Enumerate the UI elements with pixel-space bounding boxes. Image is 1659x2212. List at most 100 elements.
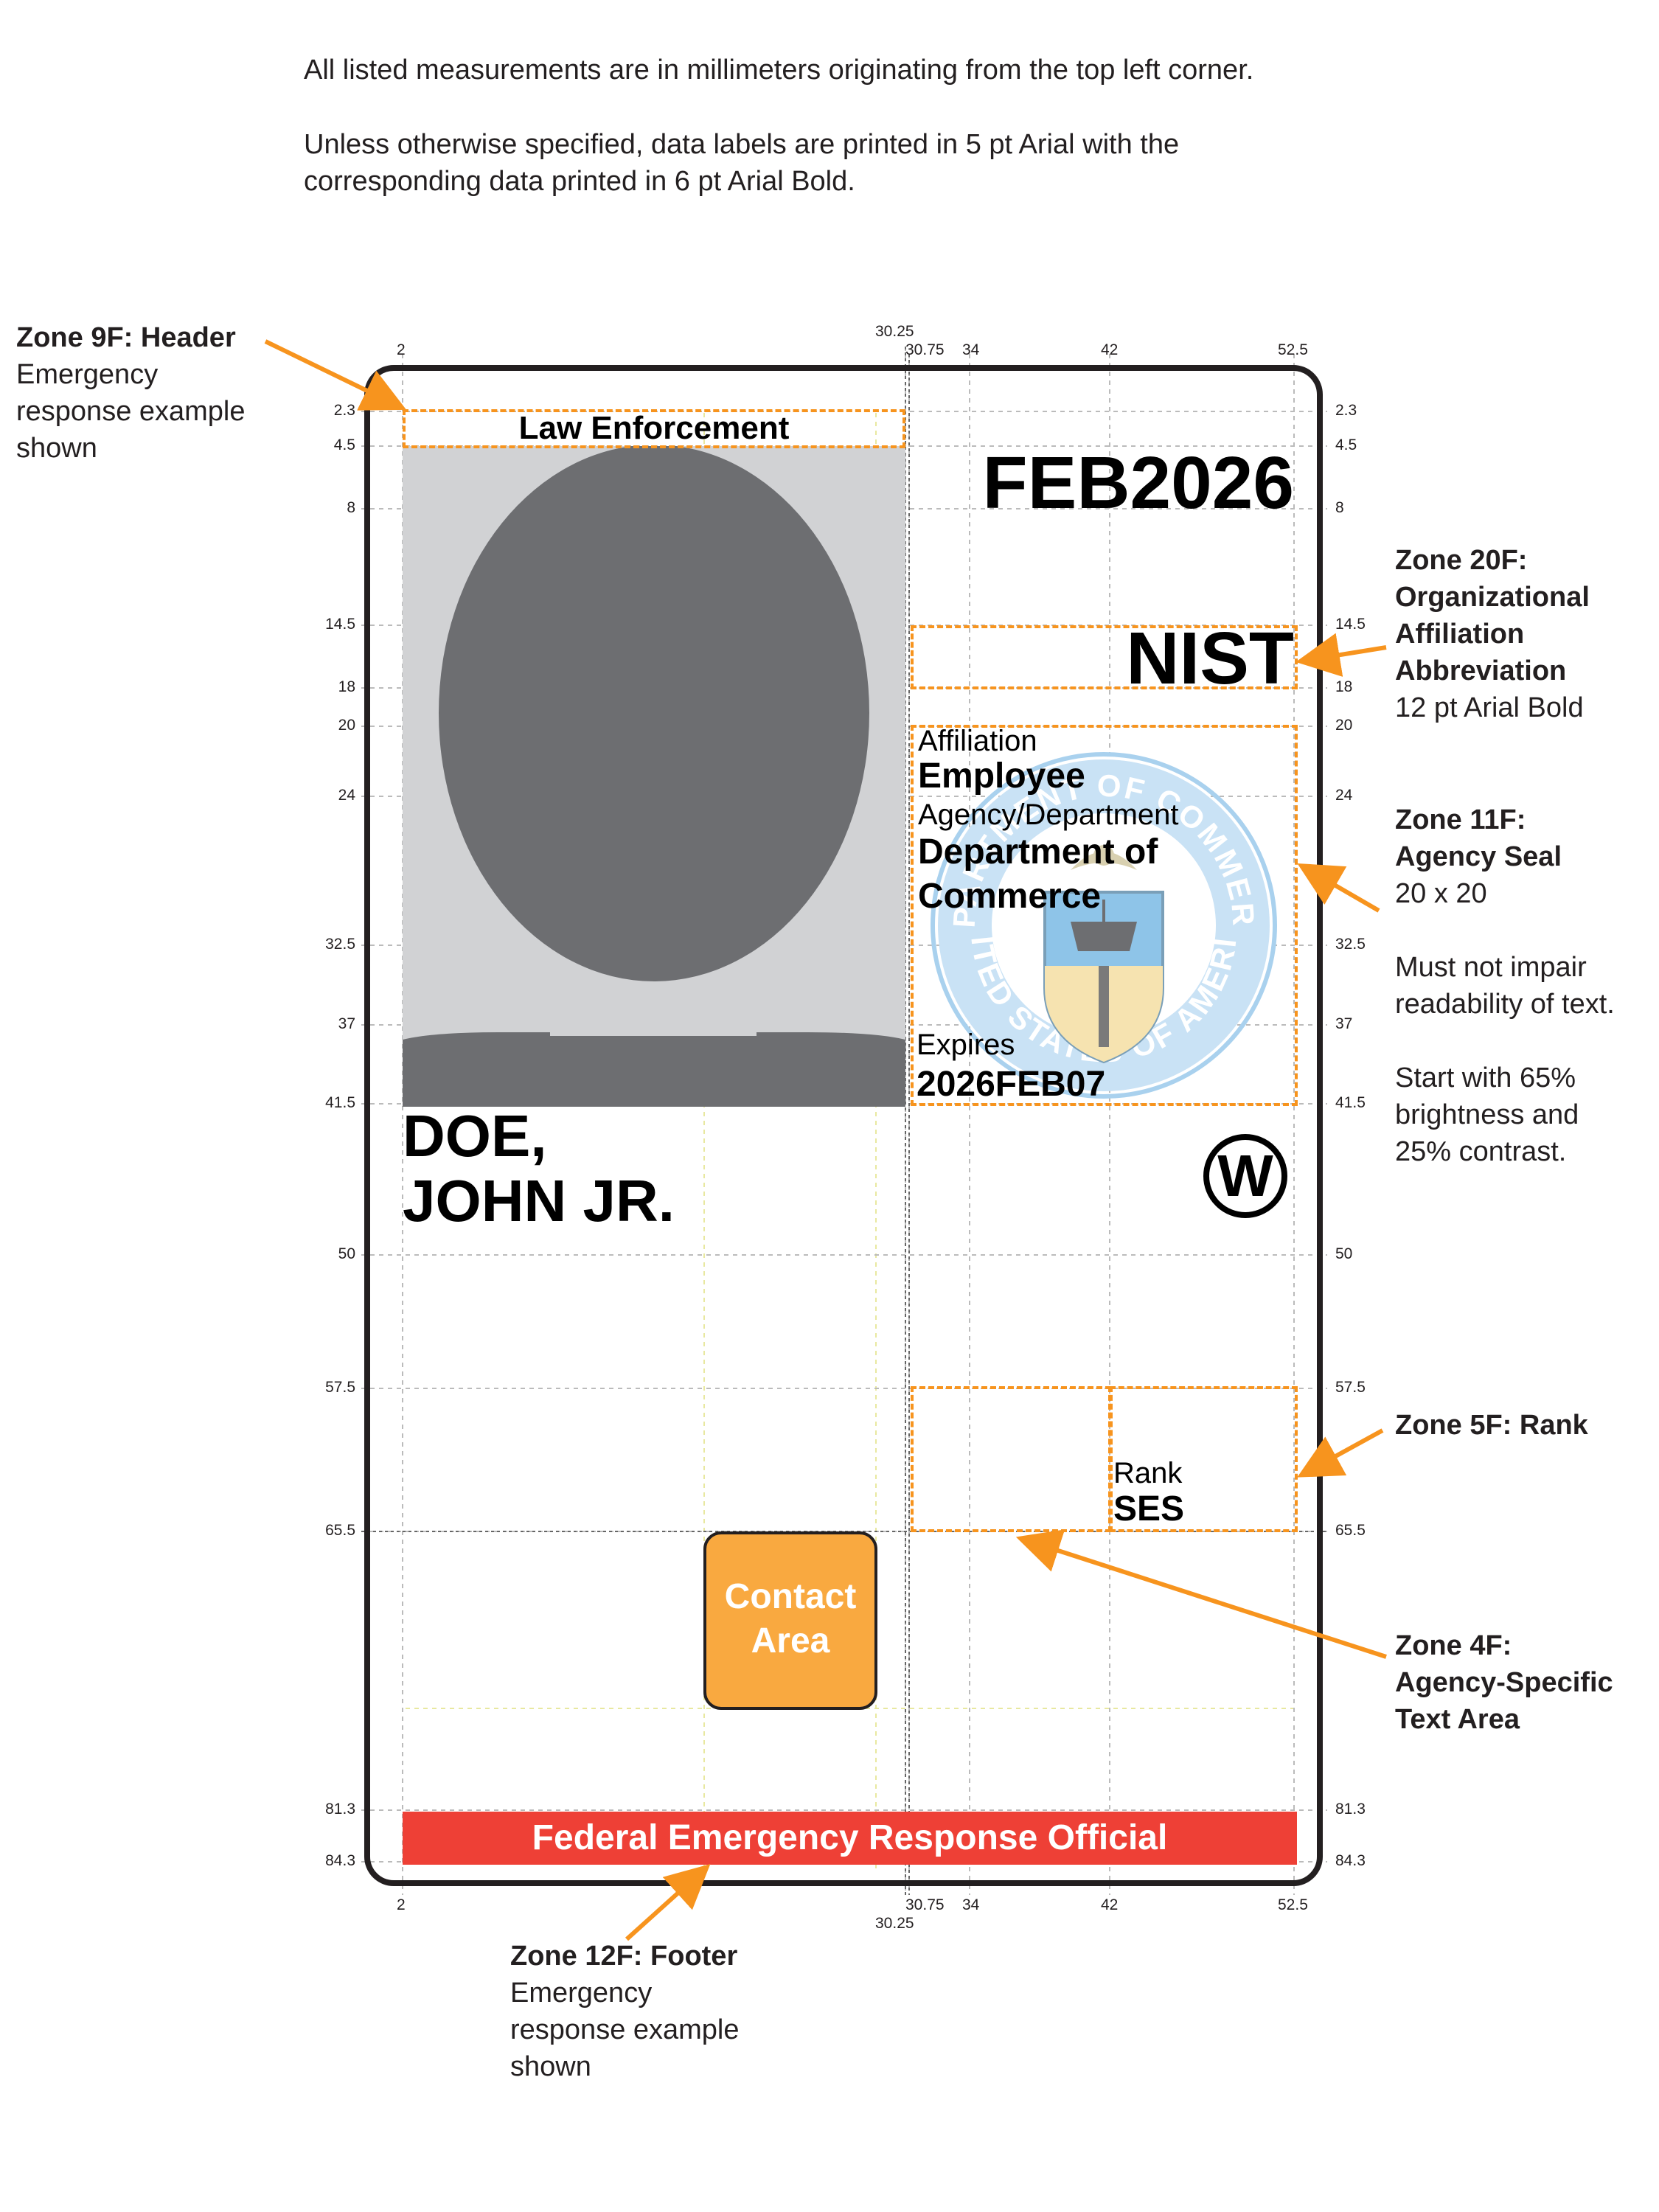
tick-top-30-25: 30.25 bbox=[875, 323, 914, 340]
expires-label: Expires bbox=[917, 1029, 1015, 1061]
annotation-zone-4f-title-3: Text Area bbox=[1395, 1704, 1520, 1735]
tick-left-8: 8 bbox=[347, 499, 355, 516]
zone-5f-box bbox=[1110, 1386, 1298, 1532]
tick-bottom-30-75: 30.75 bbox=[905, 1896, 945, 1913]
annotation-zone-11f-line-6: 25% contrast. bbox=[1395, 1136, 1567, 1167]
agency-label: Agency/Department bbox=[918, 799, 1179, 831]
annotation-zone-12f-title: Zone 12F: Footer bbox=[510, 1941, 738, 1972]
tick-right-4-5: 4.5 bbox=[1335, 437, 1357, 453]
annotation-zone-12f-line-2: response example bbox=[510, 2014, 740, 2045]
name-line-1: DOE, bbox=[403, 1103, 547, 1169]
tick-left-37: 37 bbox=[338, 1015, 355, 1032]
tick-left-2-3: 2.3 bbox=[333, 402, 355, 419]
org-abbreviation: NIST bbox=[1126, 617, 1294, 700]
annotation-zone-11f-line-1: 20 x 20 bbox=[1395, 878, 1487, 909]
annotation-zone-20f-line-1: 12 pt Arial Bold bbox=[1395, 692, 1584, 723]
agency-value-line-2: Commerce bbox=[918, 877, 1102, 916]
annotation-zone-20f: Zone 20F: Organizational Affiliation Abb… bbox=[1395, 542, 1590, 726]
annotation-zone-20f-title-1: Zone 20F: bbox=[1395, 545, 1528, 576]
expires-value: 2026FEB07 bbox=[917, 1065, 1106, 1104]
tick-left-41-5: 41.5 bbox=[325, 1094, 355, 1111]
tick-right-84-3: 84.3 bbox=[1335, 1852, 1366, 1869]
tick-left-84-3: 84.3 bbox=[325, 1852, 355, 1869]
contact-area-line-1: Contact bbox=[724, 1577, 857, 1616]
annotation-zone-4f-title-2: Agency-Specific bbox=[1395, 1667, 1613, 1698]
annotation-zone-11f-title-1: Zone 11F: bbox=[1395, 804, 1526, 835]
affiliation-value: Employee bbox=[918, 757, 1085, 796]
annotation-zone-5f-title: Zone 5F: Rank bbox=[1395, 1410, 1588, 1441]
tick-top-2: 2 bbox=[397, 341, 406, 358]
tick-right-14-5: 14.5 bbox=[1335, 616, 1366, 633]
id-card-outline bbox=[364, 365, 1323, 1886]
annotation-zone-11f-line-4: Start with 65% bbox=[1395, 1062, 1576, 1093]
zone-9f-header-box bbox=[403, 409, 905, 448]
tick-bottom-42: 42 bbox=[1101, 1896, 1119, 1913]
contact-area: Contact Area bbox=[703, 1531, 877, 1710]
annotation-zone-11f-line-5: brightness and bbox=[1395, 1099, 1579, 1130]
tick-left-32-5: 32.5 bbox=[325, 936, 355, 953]
tick-right-50: 50 bbox=[1335, 1245, 1353, 1262]
agency-value-line-1: Department of bbox=[918, 832, 1158, 872]
annotation-zone-11f-title-2: Agency Seal bbox=[1395, 841, 1562, 872]
intro-line-2: Unless otherwise specified, data labels … bbox=[304, 129, 1180, 160]
expiry-header: FEB2026 bbox=[982, 442, 1294, 524]
annotation-zone-12f-line-1: Emergency bbox=[510, 1978, 653, 2008]
annotation-zone-20f-title-3: Affiliation bbox=[1395, 619, 1525, 650]
annotation-zone-11f: Zone 11F: Agency Seal 20 x 20 Must not i… bbox=[1395, 801, 1615, 1170]
tick-right-24: 24 bbox=[1335, 787, 1353, 804]
annotation-zone-20f-title-2: Organizational bbox=[1395, 582, 1590, 613]
tick-right-2-3: 2.3 bbox=[1335, 402, 1357, 419]
tick-bottom-2: 2 bbox=[397, 1896, 406, 1913]
name-line-2: JOHN JR. bbox=[403, 1168, 675, 1234]
tick-bottom-34: 34 bbox=[962, 1896, 980, 1913]
tick-left-4-5: 4.5 bbox=[333, 437, 355, 453]
annotation-zone-12f-line-3: shown bbox=[510, 2051, 591, 2082]
tick-right-65-5: 65.5 bbox=[1335, 1522, 1366, 1539]
intro-line-1: All listed measurements are in millimete… bbox=[304, 55, 1254, 86]
tick-right-32-5: 32.5 bbox=[1335, 936, 1366, 953]
annotation-zone-9f-line-2: response example bbox=[16, 396, 246, 427]
tick-left-18: 18 bbox=[338, 678, 355, 695]
tick-right-37: 37 bbox=[1335, 1015, 1353, 1032]
tick-right-18: 18 bbox=[1335, 678, 1353, 695]
tick-right-57-5: 57.5 bbox=[1335, 1379, 1366, 1396]
tick-left-65-5: 65.5 bbox=[325, 1522, 355, 1539]
annotation-zone-5f: Zone 5F: Rank bbox=[1395, 1407, 1588, 1444]
annotation-zone-11f-line-3: readability of text. bbox=[1395, 989, 1615, 1020]
agency-seal-image: DEPARTMENT OF COMMERCE UNITED STATES OF … bbox=[923, 745, 1277, 1099]
annotation-zone-11f-line-2: Must not impair bbox=[1395, 952, 1587, 983]
tick-top-52-5: 52.5 bbox=[1278, 341, 1308, 358]
annotation-zone-12f: Zone 12F: Footer Emergency response exam… bbox=[510, 1938, 740, 2085]
rank-value: SES bbox=[1113, 1489, 1185, 1528]
rank-label: Rank bbox=[1113, 1457, 1183, 1489]
tick-bottom-52-5: 52.5 bbox=[1278, 1896, 1308, 1913]
annotation-zone-4f-title-1: Zone 4F: bbox=[1395, 1630, 1512, 1661]
tick-right-20: 20 bbox=[1335, 717, 1353, 734]
annotation-zone-20f-title-4: Abbreviation bbox=[1395, 655, 1567, 686]
footer-bar: Federal Emergency Response Official bbox=[403, 1812, 1297, 1865]
photo-placeholder bbox=[403, 446, 905, 1107]
tick-left-81-3: 81.3 bbox=[325, 1801, 355, 1818]
annotation-zone-9f-title: Zone 9F: Header bbox=[16, 322, 236, 353]
annotation-zone-9f: Zone 9F: Header Emergency response examp… bbox=[16, 319, 246, 467]
tick-top-34: 34 bbox=[962, 341, 980, 358]
tick-top-42: 42 bbox=[1101, 341, 1119, 358]
tick-left-24: 24 bbox=[338, 787, 355, 804]
tick-right-8: 8 bbox=[1335, 499, 1344, 516]
tick-left-57-5: 57.5 bbox=[325, 1379, 355, 1396]
tick-top-30-75: 30.75 bbox=[905, 341, 945, 358]
zone-11f-box bbox=[911, 725, 1298, 1106]
tick-right-41-5: 41.5 bbox=[1335, 1094, 1366, 1111]
contact-area-line-2: Area bbox=[751, 1621, 830, 1660]
annotation-zone-9f-line-1: Emergency bbox=[16, 359, 159, 390]
tick-left-50: 50 bbox=[338, 1245, 355, 1262]
tick-left-14-5: 14.5 bbox=[325, 616, 355, 633]
affiliation-label: Affiliation bbox=[918, 725, 1037, 757]
annotation-zone-4f: Zone 4F: Agency-Specific Text Area bbox=[1395, 1627, 1613, 1738]
tick-left-20: 20 bbox=[338, 717, 355, 734]
tick-bottom-30-25: 30.25 bbox=[875, 1915, 914, 1932]
header-text: Law Enforcement bbox=[518, 410, 790, 446]
w-symbol: W bbox=[1203, 1134, 1287, 1218]
tick-right-81-3: 81.3 bbox=[1335, 1801, 1366, 1818]
